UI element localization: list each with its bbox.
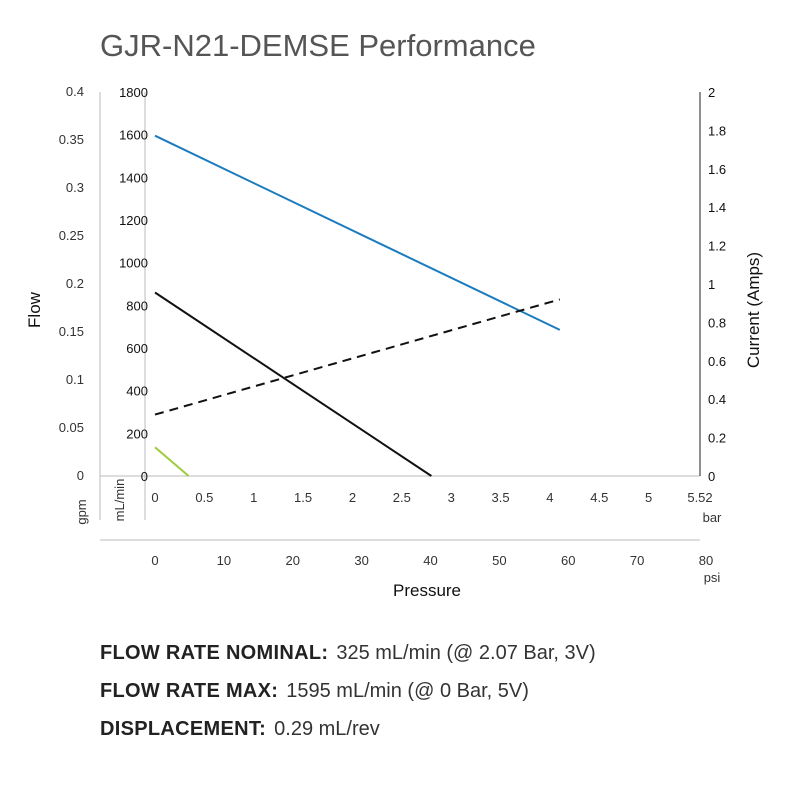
gpm-unit-label: gpm	[74, 499, 89, 524]
bar-tick-label: 5.52	[687, 490, 712, 505]
series-line-3	[154, 446, 190, 477]
bar-tick-label: 2.5	[393, 490, 411, 505]
psi-unit-label: psi	[704, 570, 721, 585]
gpm-tick-label: 0.15	[59, 324, 84, 339]
mlmin-tick-label: 600	[126, 341, 148, 356]
chart-frame	[99, 92, 701, 541]
mlmin-tick-label: 1000	[119, 256, 148, 271]
spec-flow-rate-nominal: FLOW RATE NOMINAL: 325 mL/min (@ 2.07 Bar…	[100, 640, 596, 678]
gpm-tick-label: 0.3	[66, 180, 84, 195]
mlmin-tick-label: 1600	[119, 128, 148, 143]
gpm-tick-label: 0.1	[66, 372, 84, 387]
gpm-tick-label: 0	[77, 468, 84, 483]
psi-tick-label: 10	[217, 553, 231, 568]
spec-flow-rate-max: FLOW RATE MAX: 1595 mL/min (@ 0 Bar, 5V)	[100, 678, 596, 716]
gpm-tick-label: 0.2	[66, 276, 84, 291]
bar-unit-label: bar	[703, 510, 722, 525]
psi-tick-label: 40	[423, 553, 437, 568]
x-axis-title: Pressure	[393, 581, 461, 600]
amps-tick-label: 1.8	[708, 123, 726, 138]
mlmin-unit-label: mL/min	[112, 479, 127, 522]
mlmin-tick-label: 200	[126, 426, 148, 441]
mlmin-tick-label: 400	[126, 384, 148, 399]
mlmin-tick-label: 1800	[119, 85, 148, 100]
psi-tick-label: 30	[354, 553, 368, 568]
psi-tick-label: 50	[492, 553, 506, 568]
amps-tick-label: 0.4	[708, 392, 726, 407]
amps-tick-label: 1.4	[708, 200, 726, 215]
bar-tick-label: 1.5	[294, 490, 312, 505]
spec-label: FLOW RATE NOMINAL:	[100, 642, 329, 664]
psi-tick-label: 0	[151, 553, 158, 568]
series-line-4	[154, 298, 561, 416]
amps-tick-label: 0.8	[708, 315, 726, 330]
mlmin-tick-label: 1200	[119, 213, 148, 228]
amps-tick-label: 1.6	[708, 162, 726, 177]
gpm-tick-label: 0.35	[59, 132, 84, 147]
spec-value: 0.29 mL/rev	[274, 718, 380, 740]
mlmin-tick-label: 0	[141, 469, 148, 484]
spec-value: 325 mL/min (@ 2.07 Bar, 3V)	[336, 642, 596, 664]
spec-displacement: DISPLACEMENT: 0.29 mL/rev	[100, 716, 596, 754]
amps-tick-label: 0.2	[708, 431, 726, 446]
bar-tick-label: 2	[349, 490, 356, 505]
psi-tick-label: 20	[286, 553, 300, 568]
psi-tick-label: 80	[699, 553, 713, 568]
gpm-tick-label: 0.4	[66, 84, 84, 99]
bar-tick-label: 3	[448, 490, 455, 505]
gpm-tick-label: 0.25	[59, 228, 84, 243]
mlmin-tick-label: 800	[126, 298, 148, 313]
y-axis-title: Flow	[25, 291, 44, 328]
series-line-1	[154, 134, 561, 331]
amps-tick-label: 0	[708, 469, 715, 484]
bar-tick-label: 4.5	[590, 490, 608, 505]
bar-tick-label: 0.5	[195, 490, 213, 505]
mlmin-tick-label: 1400	[119, 170, 148, 185]
amps-tick-label: 1.2	[708, 239, 726, 254]
spec-label: FLOW RATE MAX:	[100, 680, 279, 702]
performance-chart: 00.050.10.150.20.250.30.350.4gpm02004006…	[25, 84, 763, 600]
amps-tick-label: 2	[708, 85, 715, 100]
bar-tick-label: 0	[151, 490, 158, 505]
y2-axis-title: Current (Amps)	[744, 252, 763, 368]
amps-tick-label: 0.6	[708, 354, 726, 369]
bar-tick-label: 1	[250, 490, 257, 505]
series-lines	[154, 134, 561, 477]
bar-tick-label: 4	[546, 490, 553, 505]
series-line-2	[154, 291, 432, 477]
spec-value: 1595 mL/min (@ 0 Bar, 5V)	[286, 680, 529, 702]
amps-tick-label: 1	[708, 277, 715, 292]
axis-labels: Pressure Flow Current (Amps)	[25, 252, 763, 600]
spec-list: FLOW RATE NOMINAL: 325 mL/min (@ 2.07 Bar…	[100, 640, 596, 754]
tick-labels: 00.050.10.150.20.250.30.350.4gpm02004006…	[59, 84, 726, 585]
bar-tick-label: 3.5	[492, 490, 510, 505]
gpm-tick-label: 0.05	[59, 420, 84, 435]
psi-tick-label: 60	[561, 553, 575, 568]
chart-title: GJR-N21-DEMSE Performance	[100, 28, 536, 63]
spec-label: DISPLACEMENT:	[100, 718, 267, 740]
bar-tick-label: 5	[645, 490, 652, 505]
psi-tick-label: 70	[630, 553, 644, 568]
